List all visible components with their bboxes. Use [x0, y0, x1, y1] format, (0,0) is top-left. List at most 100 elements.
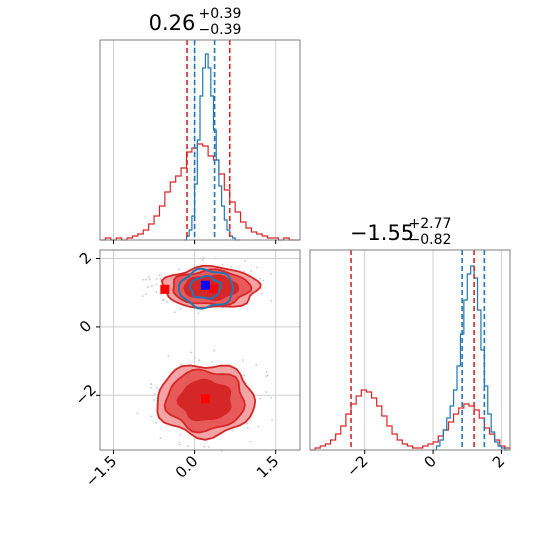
sample-point — [262, 279, 265, 282]
sample-point — [271, 419, 273, 422]
sample-point — [136, 412, 139, 415]
axes-frame-hist1 — [99, 39, 301, 241]
title-hist2-minus: −0.82 — [409, 232, 452, 248]
histogram-panel-bottom-right: −2 0 2 −1.55+2.77−0.82 — [309, 216, 511, 480]
title-hist1-plus: +0.39 — [199, 6, 242, 22]
sample-point — [259, 397, 262, 400]
sample-point — [178, 268, 180, 271]
contour-level-blue-1 — [188, 274, 222, 300]
contour-level-blue-0 — [177, 267, 234, 310]
sample-point — [150, 383, 153, 385]
sample-point — [145, 293, 148, 296]
axes-frame-contour — [99, 249, 301, 451]
sample-point — [249, 440, 252, 443]
axes-frame-hist2 — [309, 249, 511, 451]
sample-point — [144, 278, 147, 281]
sample-point — [211, 360, 213, 363]
sample-point — [208, 445, 210, 448]
histogram-series-blue — [433, 265, 509, 451]
sample-point — [180, 363, 182, 366]
sample-point — [178, 443, 181, 446]
y-tick-contour-label-0: −2 — [71, 381, 99, 409]
sample-point — [265, 371, 268, 373]
marker-red-0 — [160, 284, 170, 294]
contour-panel-bottom-left: −1.5 0.0 1.5 −2 0 2 — [71, 248, 301, 491]
sample-point — [179, 433, 182, 436]
sample-point — [161, 299, 164, 301]
y-tick-contour-label-2: 2 — [76, 248, 95, 267]
sample-point — [148, 278, 151, 281]
sample-point — [166, 300, 169, 303]
sample-point — [173, 311, 176, 314]
x-tick-hist2-label-2: 2 — [489, 452, 508, 471]
sample-point — [213, 349, 215, 352]
sample-point — [142, 278, 144, 281]
sample-point — [250, 270, 253, 272]
sample-point — [159, 437, 162, 439]
sample-point — [159, 278, 162, 280]
x-tick-hist2-label-1: 0 — [420, 452, 439, 471]
sample-point — [193, 357, 196, 359]
sample-point — [201, 259, 204, 261]
sample-point — [146, 286, 149, 289]
title-hist1-value: 0.26 — [149, 11, 196, 35]
sample-point — [155, 290, 158, 293]
sample-point — [242, 270, 245, 273]
sample-point — [255, 364, 258, 366]
sample-point — [141, 295, 144, 298]
sample-point — [150, 386, 152, 389]
sample-point — [148, 275, 150, 278]
sample-point — [155, 421, 157, 424]
sample-point — [187, 445, 190, 448]
sample-point — [243, 259, 246, 262]
sample-point — [270, 299, 273, 302]
sample-point — [214, 257, 217, 260]
sample-point — [231, 429, 234, 432]
sample-point — [259, 277, 261, 280]
sample-point — [257, 425, 260, 428]
sample-point — [155, 283, 158, 286]
sample-point — [265, 391, 267, 393]
sample-point — [242, 359, 245, 362]
sample-point — [150, 285, 153, 287]
histogram-series-red — [310, 389, 511, 451]
y-tick-contour-label-1: 0 — [76, 317, 95, 336]
sample-point — [247, 426, 249, 429]
sample-point — [198, 359, 201, 362]
marker-blue-3 — [200, 280, 210, 290]
x-tick-contour-label-0: −1.5 — [82, 452, 120, 490]
sample-point — [190, 351, 193, 354]
sample-point — [197, 312, 200, 315]
title-hist2-plus: +2.77 — [409, 216, 452, 232]
sample-point — [158, 274, 161, 277]
sample-point — [269, 273, 272, 275]
sample-point — [266, 374, 269, 377]
histogram-panel-top-left: 0.26 +0.39−0.39 — [99, 6, 301, 244]
sample-point — [260, 293, 263, 295]
sample-point — [150, 415, 153, 418]
histogram-series-red — [100, 143, 300, 241]
marker-red-1 — [209, 284, 219, 294]
histogram-series-blue — [183, 53, 241, 241]
sample-point — [202, 256, 205, 259]
sample-point — [243, 374, 245, 377]
title-hist2-value: −1.55 — [350, 221, 414, 245]
sample-point — [245, 422, 248, 425]
x-tick-contour-label-2: 1.5 — [253, 452, 283, 482]
sample-point — [154, 392, 156, 395]
sample-point — [156, 386, 159, 389]
sample-point — [163, 299, 166, 302]
sample-point — [155, 278, 158, 280]
sample-point — [270, 396, 273, 399]
x-tick-hist2-label-0: −2 — [343, 452, 371, 480]
sample-point — [221, 263, 224, 266]
sample-point — [256, 266, 258, 269]
sample-point — [230, 266, 232, 268]
sample-point — [178, 441, 180, 444]
sample-point — [153, 399, 155, 401]
sample-point — [167, 355, 170, 357]
x-tick-contour-label-1: 0.0 — [172, 452, 202, 482]
sample-point — [179, 307, 182, 310]
sample-point — [203, 445, 206, 448]
